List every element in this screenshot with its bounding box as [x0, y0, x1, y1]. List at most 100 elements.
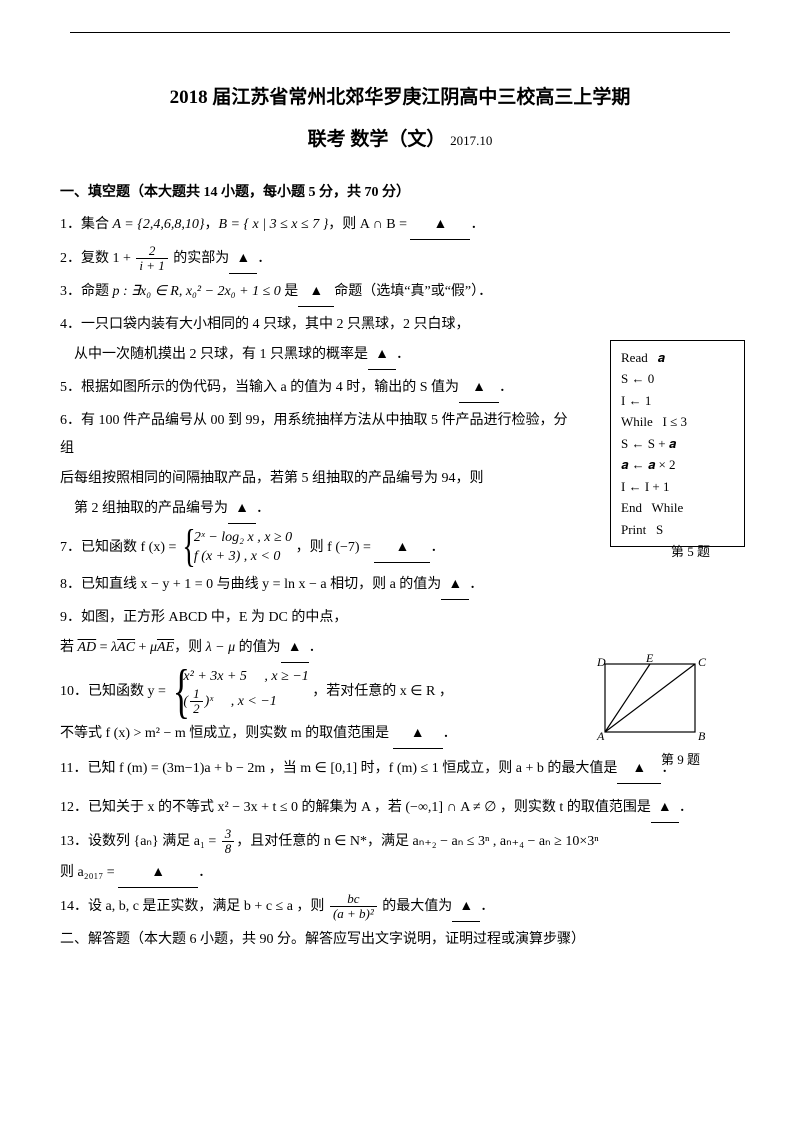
q8-pre: 8．已知直线 x − y + 1 = 0 与曲线 y = ln x − a 相切… — [60, 577, 441, 592]
q1-setA: A = {2,4,6,8,10} — [113, 217, 205, 232]
q13b-pre: 则 a₂₀₁₇ = — [60, 865, 118, 880]
q2-post: 的实部为 — [170, 251, 230, 266]
q13-tail: ． — [198, 865, 212, 880]
pc-line-4: S ← S + 𝒂 — [621, 433, 734, 454]
q14-tail: ． — [480, 899, 494, 914]
subtitle-main: 联考 数学（文） — [308, 129, 446, 150]
q14-den: (a + b)² — [330, 907, 377, 921]
q10c2a: ( — [183, 694, 188, 709]
q13a-post: ，且对任意的 n ∈ N*，满足 aₙ₊₂ − aₙ ≤ 3ⁿ , aₙ₊₄ −… — [236, 834, 598, 849]
q1-blank — [410, 211, 470, 240]
label-E: E — [645, 652, 654, 665]
q1-setB: B = { x | 3 ≤ x ≤ 7 } — [218, 217, 328, 232]
q7-tail: ． — [430, 540, 444, 555]
q13-num: 3 — [222, 827, 235, 842]
label-D: D — [596, 655, 606, 669]
exam-title-line1: 2018 届江苏省常州北郊华罗庚江阴高中三校高三上学期 — [60, 80, 740, 116]
question-11: 11．已知 f (m) = (3m−1)a + b − 2m ，当 m ∈ [0… — [60, 755, 740, 784]
q10-tail: ． — [443, 726, 457, 741]
q10c-pre: 不等式 f (x) > m² − m 恒成立，则实数 m 的取值范围是 — [60, 726, 393, 741]
section-1-header: 一、填空题（本大题共 14 小题，每小题 5 分，共 70 分） — [60, 180, 740, 207]
question-4-a: 4．一只口袋内装有大小相同的 4 只球，其中 2 只黑球，2 只白球， — [60, 311, 740, 339]
q9b-pre: 若 — [60, 640, 78, 655]
pseudocode-caption: 第 5 题 — [671, 540, 710, 565]
q11-pre: 11．已知 f (m) = (3m−1)a + b − 2m ，当 m ∈ [0… — [60, 761, 617, 776]
q2-den: i + 1 — [136, 259, 167, 273]
question-6-a: 6．有 100 件产品编号从 00 到 99，用系统抽样方法从中抽取 5 件产品… — [60, 407, 580, 463]
question-3: 3．命题 p : ∃x₀ ∈ R, x₀² − 2x₀ + 1 ≤ 0 是命题（… — [60, 278, 740, 307]
q10-post: ，若对任意的 x ∈ R ， — [312, 684, 453, 699]
question-1: 1．集合 A = {2,4,6,8,10}，B = { x | 3 ≤ x ≤ … — [60, 211, 740, 240]
q14-frac: bc(a + b)² — [330, 892, 377, 922]
q6-tail: ． — [256, 501, 270, 516]
q8-tail: ． — [469, 577, 483, 592]
q8-blank — [441, 571, 469, 600]
q7-case2: f (x + 3) , x < 0 — [194, 547, 292, 567]
q13-den: 8 — [222, 842, 235, 856]
q2-pre: 2．复数 1 + — [60, 251, 134, 266]
q10-blank — [393, 720, 443, 749]
q10-num: 1 — [190, 687, 203, 702]
q1-mid: ， — [204, 217, 218, 232]
pc-line-5: 𝒂 ← 𝒂 × 2 — [621, 454, 734, 475]
top-rule — [70, 32, 730, 33]
q9b-post: ，则 λ − μ 的值为 — [174, 640, 281, 655]
q5-blank — [459, 374, 499, 403]
pc-line-1: S ← 0 — [621, 368, 734, 389]
question-8: 8．已知直线 x − y + 1 = 0 与曲线 y = ln x − a 相切… — [60, 571, 740, 600]
square-caption: 第 9 题 — [661, 748, 700, 773]
question-6-b: 后每组按照相同的间隔抽取产品，若第 5 组抽取的产品编号为 94，则 — [60, 465, 484, 493]
q7-blank — [374, 534, 430, 563]
q10-pre: 10．已知函数 y = — [60, 684, 169, 699]
q2-blank — [229, 245, 257, 274]
q3-mid: 是 — [281, 284, 299, 299]
q2-frac: 2i + 1 — [136, 244, 167, 274]
question-12: 12．已知关于 x 的不等式 x² − 3x + t ≤ 0 的解集为 A ，若… — [60, 794, 740, 823]
q10-half: 12 — [190, 687, 203, 717]
q13-frac: 38 — [222, 827, 235, 857]
label-C: C — [698, 655, 707, 669]
question-14: 14．设 a, b, c 是正实数，满足 b + c ≤ a ，则 bc(a +… — [60, 892, 740, 922]
question-9-a: 9．如图，正方形 ABCD 中，E 为 DC 的中点， — [60, 604, 740, 632]
q3-prop: p : ∃x₀ ∈ R, x₀² − 2x₀ + 1 ≤ 0 — [113, 284, 281, 299]
q10-den: 2 — [190, 702, 203, 716]
q4-blank — [368, 341, 396, 370]
q1-pre: 1．集合 — [60, 217, 113, 232]
square-figure: D E C A B — [590, 652, 720, 747]
question-13-a: 13．设数列 {aₙ} 满足 a₁ = 38，且对任意的 n ∈ N*，满足 a… — [60, 827, 740, 857]
pc-line-3: While I ≤ 3 — [621, 411, 734, 432]
q10-cases: x² + 3x + 5 , x ≥ −1 (12)ˣ , x < −1 — [169, 667, 308, 716]
q2-tail: ． — [257, 251, 271, 266]
pc-line-2: I ← 1 — [621, 390, 734, 411]
q9-blank — [281, 634, 309, 663]
q12-blank — [651, 794, 679, 823]
pc-line-7: End While — [621, 497, 734, 518]
q10-case1: x² + 3x + 5 , x ≥ −1 — [183, 667, 308, 687]
q14-blank — [452, 893, 480, 922]
q3-pre: 3．命题 — [60, 284, 113, 299]
q7-pre: 7．已知函数 f (x) = — [60, 540, 180, 555]
q9-tail: ． — [309, 640, 323, 655]
label-A: A — [596, 729, 605, 743]
q5-pre: 5．根据如图所示的伪代码，当输入 a 的值为 4 时，输出的 S 值为 — [60, 380, 459, 395]
pc-line-8: Print S — [621, 519, 734, 540]
pseudocode-box: Read 𝒂 S ← 0 I ← 1 While I ≤ 3 S ← S + 𝒂… — [610, 340, 745, 547]
q14-pre: 14．设 a, b, c 是正实数，满足 b + c ≤ a ，则 — [60, 899, 328, 914]
q6-blank — [228, 495, 256, 524]
question-13-b: 则 a₂₀₁₇ = ． — [60, 859, 740, 888]
pc-line-0: Read 𝒂 — [621, 347, 734, 368]
exam-title-line2: 联考 数学（文） 2017.10 — [60, 122, 740, 158]
q14-num: bc — [330, 892, 377, 907]
q13-blank — [118, 859, 198, 888]
pc-line-6: I ← I + 1 — [621, 476, 734, 497]
q7-case1: 2ˣ − log₂ x , x ≥ 0 — [194, 528, 292, 548]
subtitle-date: 2017.10 — [450, 133, 492, 148]
q10-case2: (12)ˣ , x < −1 — [183, 687, 308, 717]
q1-post: ，则 A ∩ B = — [328, 217, 410, 232]
q5-tail: ． — [499, 380, 513, 395]
label-B: B — [698, 729, 706, 743]
question-2: 2．复数 1 + 2i + 1 的实部为 ． — [60, 244, 740, 274]
q12-tail: ． — [679, 800, 693, 815]
q1-tail: ． — [470, 217, 484, 232]
q7-cases: 2ˣ − log₂ x , x ≥ 0 f (x + 3) , x < 0 — [180, 528, 292, 567]
